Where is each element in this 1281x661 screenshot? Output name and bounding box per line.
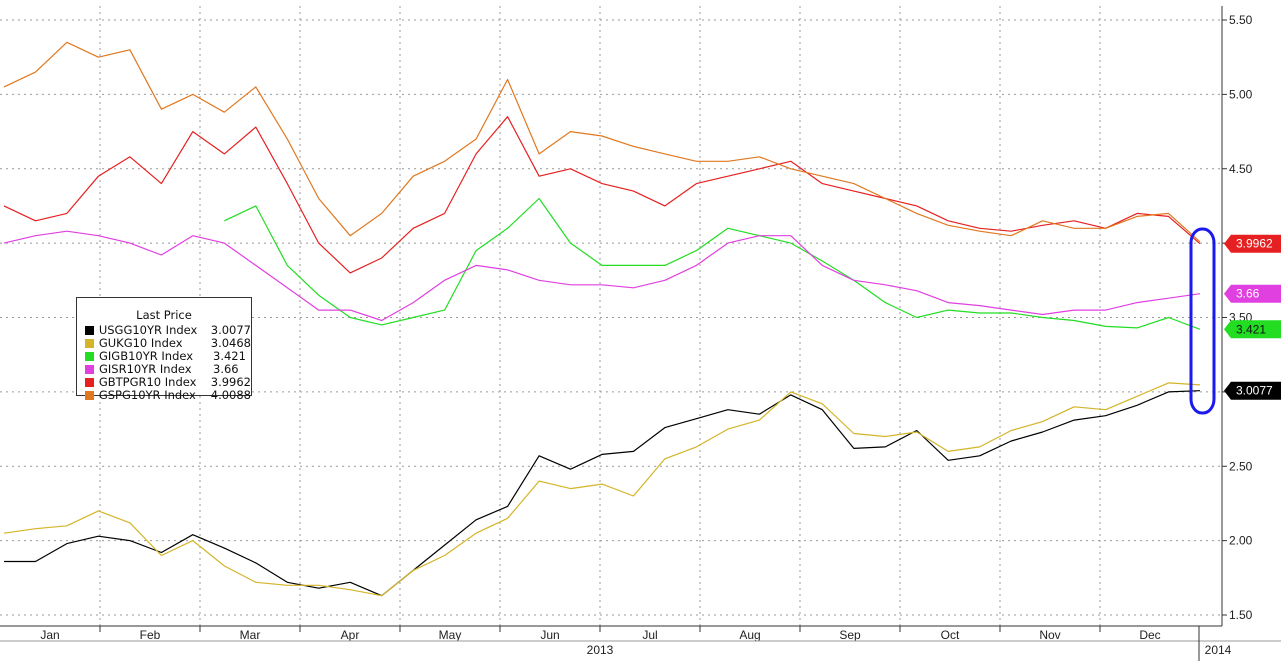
legend-item: USGG10YR Index 3.0077 (85, 324, 251, 336)
y-tick-label: 2.00 (1229, 534, 1253, 548)
x-axis: Jan Feb Mar Apr May Jun Jul Aug Sep Oct Nov Dec 2013… (0, 625, 1281, 661)
legend-swatch (85, 377, 94, 387)
x-tick-label: Apr (341, 628, 360, 642)
x-tick-label: Aug (739, 628, 760, 642)
series-lines (3, 41, 1201, 597)
legend-item: GSPG10YR Index 4.0088 (85, 389, 251, 401)
legend-series-name: GISR10YR Index (99, 362, 192, 376)
legend-series-name: GBTPGR10 Index (98, 375, 197, 389)
legend-swatch (85, 351, 94, 361)
x-tick-label: Dec (1139, 628, 1160, 642)
x-tick-label: Feb (140, 628, 161, 642)
last-value-text: 3.0077 (1236, 384, 1273, 398)
legend-swatch (85, 390, 94, 400)
x-tick-label: Jul (642, 628, 657, 642)
legend-series-value: 3.0468 (210, 336, 251, 350)
x-tick-label: Sep (839, 628, 861, 642)
y-tick-label: 1.50 (1229, 608, 1253, 622)
year-label-2014: 2014 (1205, 643, 1232, 657)
y-tick-label: 2.50 (1229, 459, 1253, 473)
last-value-tag: 3.0077 (1224, 381, 1281, 400)
legend-series-value: 3.9962 (210, 375, 251, 389)
legend-series-name: USGG10YR Index (98, 323, 198, 337)
legend-series-value: 3.66 (213, 362, 239, 376)
x-tick-label: Jun (540, 628, 559, 642)
year-label-2013: 2013 (587, 643, 614, 657)
x-tick-label: Nov (1039, 628, 1060, 642)
series-line (3, 116, 1201, 274)
legend-series-value: 4.0088 (210, 388, 251, 402)
last-value-tag: 3.66 (1224, 284, 1281, 303)
gridlines (0, 6, 1222, 626)
y-tick-label: 5.50 (1229, 13, 1253, 27)
x-tick-label: Oct (941, 628, 960, 642)
legend-item: GBTPGR10 Index 3.9962 (85, 376, 251, 388)
last-value-text: 3.66 (1236, 287, 1260, 301)
y-tick-label: 5.00 (1229, 87, 1253, 101)
legend-series-value: 3.0077 (210, 323, 251, 337)
legend-swatch (85, 325, 94, 335)
last-value-text: 3.9962 (1236, 237, 1273, 251)
x-tick-label: Mar (240, 628, 261, 642)
legend-item: GUKG10 Index 3.0468 (85, 337, 251, 349)
legend-swatch (85, 338, 94, 348)
x-tick-label: May (439, 628, 462, 642)
legend-swatch (85, 364, 94, 374)
legend-item: GIGB10YR Index 3.421 (85, 350, 251, 362)
y-tick-label: 4.50 (1229, 162, 1253, 176)
legend-series-name: GSPG10YR Index (98, 388, 196, 402)
series-line (3, 230, 1201, 322)
legend: Last Price USGG10YR Index 3.0077 GUKG10 In… (76, 297, 252, 401)
series-line (4, 390, 1201, 597)
last-value-labels: 3.9962 3.66 3.421 3.0077 (1224, 234, 1281, 400)
series-line (224, 197, 1201, 330)
legend-series-name: GUKG10 Index (98, 336, 183, 350)
legend-series-name: GIGB10YR Index (99, 349, 194, 363)
highlight-oval (1189, 227, 1216, 415)
x-tick-label: Jan (40, 628, 59, 642)
legend-item: GISR10YR Index 3.66 (85, 363, 251, 375)
series-line (3, 41, 1201, 243)
last-value-tag: 3.421 (1224, 320, 1281, 339)
y-axis: 1.502.002.503.003.504.004.505.005.50 (1221, 6, 1253, 626)
legend-series-value: 3.421 (213, 349, 246, 363)
last-value-tag: 3.9962 (1224, 234, 1281, 253)
legend-title: Last Price (136, 308, 192, 322)
series-line (3, 382, 1201, 597)
last-value-text: 3.421 (1236, 322, 1266, 336)
